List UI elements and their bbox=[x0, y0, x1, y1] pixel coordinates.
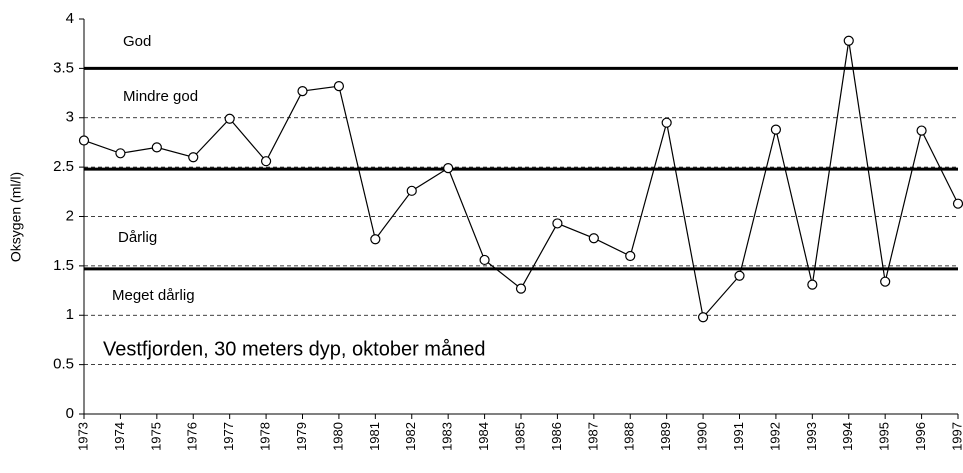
data-point bbox=[188, 152, 199, 163]
y-tick-label: 2.5 bbox=[53, 158, 74, 175]
x-tick-label: 1977 bbox=[221, 422, 236, 451]
x-tick-label: 1996 bbox=[913, 422, 928, 451]
data-point bbox=[734, 270, 745, 281]
x-tick-label: 1990 bbox=[695, 422, 710, 451]
data-point bbox=[297, 85, 308, 97]
data-point bbox=[880, 276, 891, 287]
x-tick-label: 1982 bbox=[403, 422, 418, 451]
x-tick-label: 1997 bbox=[949, 422, 963, 451]
data-point bbox=[770, 124, 782, 135]
data-point bbox=[260, 156, 272, 167]
y-tick-label: 2 bbox=[66, 207, 74, 224]
data-point bbox=[807, 279, 818, 290]
zone-label: Dårlig bbox=[118, 229, 157, 246]
x-tick-label: 1983 bbox=[440, 422, 455, 451]
x-tick-label: 1978 bbox=[258, 422, 273, 451]
y-tick-label: 3 bbox=[66, 109, 74, 126]
x-tick-label: 1989 bbox=[658, 422, 673, 451]
x-tick-label: 1993 bbox=[804, 422, 819, 451]
data-point bbox=[151, 142, 162, 153]
data-point bbox=[515, 283, 527, 294]
x-tick-label: 1976 bbox=[185, 422, 200, 451]
data-point bbox=[697, 312, 709, 323]
data-point bbox=[916, 125, 927, 136]
x-tick-label: 1992 bbox=[767, 422, 782, 451]
data-point bbox=[552, 218, 563, 229]
data-point bbox=[843, 35, 854, 46]
data-point bbox=[115, 148, 126, 159]
annotation: Vestfjorden, 30 meters dyp, oktober måne… bbox=[103, 338, 485, 360]
x-tick-label: 1973 bbox=[75, 422, 90, 451]
data-point bbox=[443, 163, 454, 174]
zone-label: Mindre god bbox=[123, 88, 198, 105]
x-tick-label: 1975 bbox=[148, 422, 163, 451]
x-tick-label: 1994 bbox=[840, 422, 855, 451]
x-tick-label: 1981 bbox=[367, 422, 382, 451]
x-tick-label: 1985 bbox=[512, 422, 527, 451]
data-point bbox=[479, 254, 490, 266]
x-tick-label: 1974 bbox=[112, 422, 127, 451]
x-tick-label: 1980 bbox=[330, 422, 345, 451]
y-tick-label: 4 bbox=[66, 10, 74, 27]
data-point bbox=[625, 250, 636, 262]
y-tick-label: 3.5 bbox=[53, 59, 74, 76]
data-point bbox=[224, 113, 235, 124]
zone-label: God bbox=[123, 33, 151, 50]
data-point bbox=[333, 81, 345, 92]
x-tick-label: 1991 bbox=[731, 422, 746, 451]
zone-label: Meget dårlig bbox=[112, 287, 195, 304]
data-point bbox=[952, 198, 963, 209]
x-tick-label: 1987 bbox=[585, 422, 600, 451]
data-point bbox=[78, 135, 90, 146]
data-point bbox=[588, 233, 599, 244]
y-tick-label: 1 bbox=[66, 306, 74, 323]
y-tick-label: 0.5 bbox=[53, 356, 74, 373]
data-point bbox=[406, 185, 417, 196]
x-tick-label: 1986 bbox=[549, 422, 564, 451]
y-tick-label: 1.5 bbox=[53, 257, 74, 274]
y-axis-label: Oksygen (ml/l) bbox=[8, 172, 24, 262]
data-point bbox=[370, 234, 381, 245]
x-tick-label: 1995 bbox=[877, 422, 892, 451]
data-line bbox=[83, 40, 959, 319]
y-tick-label: 0 bbox=[66, 405, 74, 422]
data-point bbox=[661, 117, 672, 128]
x-tick-label: 1984 bbox=[476, 422, 491, 451]
x-tick-label: 1979 bbox=[294, 422, 309, 451]
x-tick-label: 1988 bbox=[622, 422, 637, 451]
